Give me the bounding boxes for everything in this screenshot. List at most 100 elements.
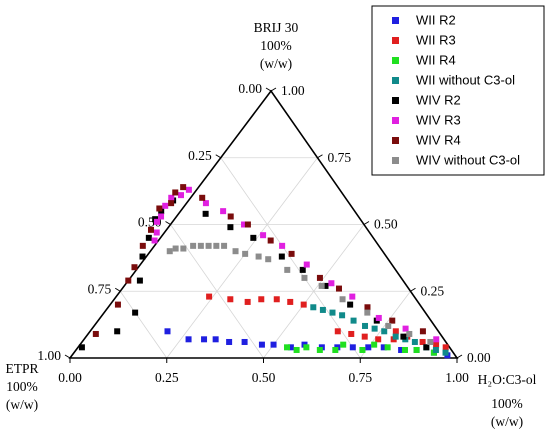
tick-labels: 0.001.001.000.250.750.750.500.50 0.500.75… [37,81,491,385]
tick-label-left-3: 0.25 [188,148,212,163]
data-point [340,341,347,348]
data-point [202,210,209,217]
tick-label-left-1: 0.75 [88,281,112,296]
data-point [250,234,257,241]
data-point [156,205,163,212]
legend-label-4: WIV R2 [416,93,461,108]
data-point [316,274,323,281]
data-point [260,232,267,239]
data-point [384,344,391,351]
data-point [242,250,249,257]
legend-swatch-6 [392,137,399,144]
data-point [432,346,439,353]
data-point [131,264,138,271]
data-point [202,200,209,207]
tick-label-bottom-0: 0.00 [58,370,82,385]
data-point [284,266,291,273]
data-point [364,309,371,316]
tick-label-right-3: 0.25 [421,283,445,298]
data-point [442,349,449,356]
data-point [92,330,99,337]
data-point [375,336,382,343]
data-point [212,336,219,343]
data-point [413,346,420,353]
tick-mark-left-0 [64,354,71,359]
data-point [423,344,430,351]
data-point [166,248,173,255]
data-point [241,221,248,228]
data-point [244,298,251,305]
data-point [381,328,388,335]
data-point [139,242,146,249]
tick-label-bottom-1: 0.25 [155,370,179,385]
data-point [227,213,234,220]
data-point [227,224,234,231]
data-point [293,346,300,353]
data-point [385,322,392,329]
data-point [433,336,440,343]
data-point [433,341,440,348]
legend: WII R2 WII R3 WII R4 WII without C3-ol WIV R… [371,5,545,176]
legend-label-0: WII R2 [416,13,456,28]
data-point [220,208,227,215]
tick-mark-right-4 [456,354,463,359]
data-point [154,218,161,225]
data-point [427,338,434,345]
data-point [145,234,152,241]
data-point [227,296,234,303]
data-point [221,242,228,249]
data-point [172,245,179,252]
data-point [255,253,262,260]
data-point [328,280,335,287]
data-point [359,346,366,353]
tick-mark-left-4 [265,87,272,92]
data-point [114,301,121,308]
data-point [319,306,326,313]
legend-swatch-7 [392,157,399,164]
data-point [244,221,251,228]
data-point [287,344,294,351]
data-point [348,330,355,337]
legend-label-3: WII without C3-ol [416,73,515,88]
tick-label-right-4: 0.00 [467,350,491,365]
top-vertex-line-1: BRIJ 30 [254,20,299,35]
data-point [172,189,179,196]
data-point [265,256,272,263]
right-vertex-line-2: 100% [491,396,523,411]
tick-label-right-0: 1.00 [281,83,305,98]
data-point [78,344,85,351]
data-point [241,338,248,345]
data-point [190,242,197,249]
legend-box [371,5,545,176]
data-point [347,301,354,308]
data-point [168,200,175,207]
legend-swatch-5 [392,117,399,124]
data-point [226,338,233,345]
right-vertex-line-3: (w/w) [491,414,523,429]
data-point [371,341,378,348]
left-vertex-line-2: 100% [6,379,38,394]
data-point [162,202,169,209]
data-point [132,309,139,316]
tick-mark-right-3 [410,287,416,292]
tick-mark-right-0 [270,87,277,92]
data-point [389,317,396,324]
data-point [365,344,372,351]
data-point [329,309,336,316]
data-point [185,186,192,193]
data-point [303,261,310,268]
data-point [279,242,286,249]
series-2 [284,341,437,356]
data-point [362,322,369,329]
data-point [267,237,274,244]
data-point [339,296,346,303]
legend-swatch-3 [392,77,399,84]
data-point [349,293,356,300]
tick-mark-right-1 [317,154,323,159]
data-point [335,285,342,292]
data-point [136,277,143,284]
data-point [213,242,220,249]
series-5 [151,186,440,343]
data-point [185,336,192,343]
